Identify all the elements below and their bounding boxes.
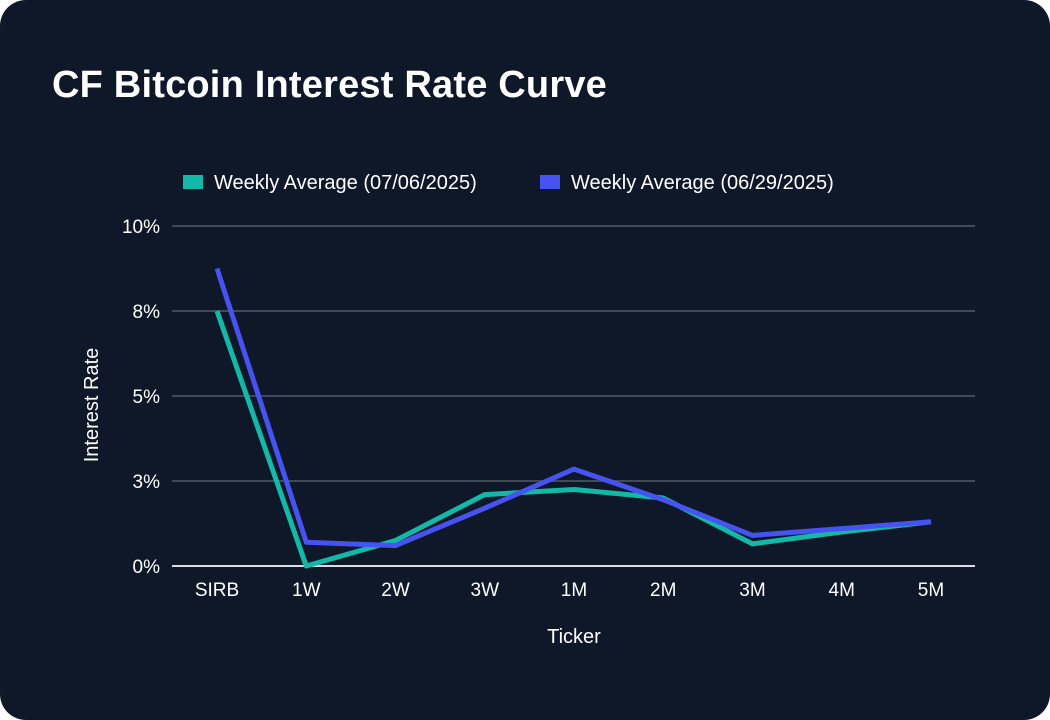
x-axis-ticks: SIRB 1W 2W 3W 1M 2M 3M 4M 5M: [195, 580, 944, 601]
x-tick-label: 1W: [292, 580, 321, 601]
y-tick-label: 10%: [122, 217, 160, 238]
legend-label: Weekly Average (07/06/2025): [214, 172, 477, 194]
series-lines: [214, 267, 932, 569]
x-tick-label: 4M: [829, 580, 855, 601]
series-line-2: [214, 267, 932, 549]
legend: Weekly Average (07/06/2025) Weekly Averag…: [183, 172, 834, 194]
y-axis-label: Interest Rate: [81, 348, 103, 463]
x-tick-label: SIRB: [195, 580, 239, 601]
y-tick-label: 8%: [133, 302, 161, 323]
y-tick-label: 0%: [133, 557, 161, 578]
legend-swatch: [183, 175, 203, 189]
chart-title: CF Bitcoin Interest Rate Curve: [52, 64, 607, 106]
x-tick-label: 2W: [381, 580, 410, 601]
legend-swatch: [540, 175, 560, 189]
x-tick-label: 2M: [650, 580, 676, 601]
y-tick-label: 3%: [133, 472, 161, 493]
y-axis-ticks: 0% 3% 5% 8% 10%: [122, 217, 160, 578]
x-axis-label: Ticker: [547, 626, 601, 648]
x-tick-label: 3W: [471, 580, 500, 601]
legend-label: Weekly Average (06/29/2025): [571, 172, 834, 194]
series-line-1: [214, 310, 932, 569]
grid-lines: [172, 225, 975, 567]
x-tick-label: 5M: [918, 580, 944, 601]
x-tick-label: 3M: [739, 580, 765, 601]
y-tick-label: 5%: [133, 387, 161, 408]
x-tick-label: 1M: [561, 580, 587, 601]
